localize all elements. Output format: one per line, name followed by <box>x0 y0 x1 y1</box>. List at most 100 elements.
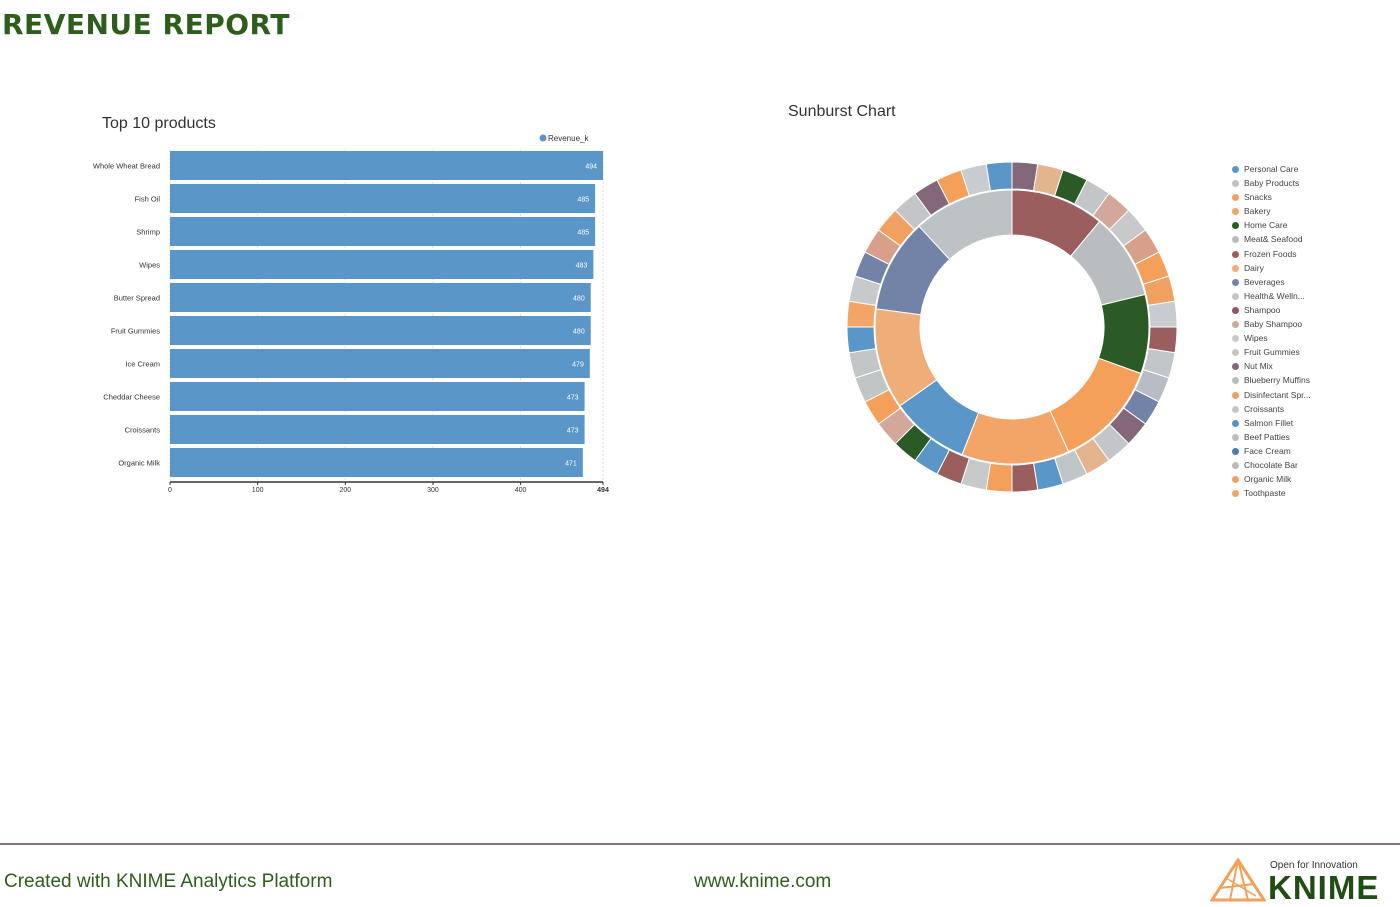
x-tick-label: 300 <box>427 487 439 494</box>
legend-item-label: Bakery <box>1244 206 1271 217</box>
legend-item-label: Wipes <box>1244 333 1268 344</box>
category-label: Cheddar Cheese <box>103 393 160 402</box>
sunburst-legend-item[interactable]: Meat& Seafood <box>1232 232 1311 246</box>
sunburst-legend-item[interactable]: Health& Welln... <box>1232 289 1311 303</box>
sunburst-legend-item[interactable]: Baby Products <box>1232 176 1311 190</box>
sunburst-legend-item[interactable]: Toothpaste <box>1232 486 1311 500</box>
legend-dot-icon <box>1232 278 1239 286</box>
legend-item-label: Baby Products <box>1244 178 1300 189</box>
category-label: Whole Wheat Bread <box>93 162 160 171</box>
legend-dot-icon <box>1232 292 1239 300</box>
legend-item-label: Frozen Foods <box>1244 248 1297 259</box>
legend-dot-icon <box>1232 194 1239 202</box>
legend-item-label: Snacks <box>1244 192 1272 203</box>
sunburst-outer-segment[interactable] <box>846 326 877 354</box>
bar-value-label: 483 <box>576 263 588 270</box>
sunburst-legend-item[interactable]: Wipes <box>1232 331 1311 345</box>
legend-item-label: Meat& Seafood <box>1244 234 1303 245</box>
knime-logo: Open for Innovation KNIME <box>1210 856 1396 906</box>
legend-dot-icon <box>1232 447 1239 455</box>
sunburst-legend-item[interactable]: Blueberry Muffins <box>1232 373 1311 387</box>
bar-cheddar-cheese[interactable] <box>170 382 585 411</box>
sunburst-chart <box>846 161 1178 493</box>
sunburst-legend-item[interactable]: Nut Mix <box>1232 359 1311 373</box>
bar-shrimp[interactable] <box>170 217 596 246</box>
legend-dot-icon <box>1232 306 1239 314</box>
legend-dot-icon <box>1232 490 1239 498</box>
legend-item-label: Toothpaste <box>1244 488 1286 499</box>
bar-value-label: 473 <box>567 428 579 435</box>
sunburst-legend-item[interactable]: Croissants <box>1232 402 1311 416</box>
legend-item-label: Nut Mix <box>1244 361 1273 372</box>
legend-item-label: Beef Patties <box>1244 431 1290 442</box>
sunburst-outer-segment[interactable] <box>1011 462 1039 493</box>
bar-wipes[interactable] <box>170 250 594 279</box>
category-label: Fruit Gummies <box>111 327 160 336</box>
legend-dot-icon <box>1232 236 1239 244</box>
legend-item-label: Shampoo <box>1244 304 1281 315</box>
sunburst-legend-item[interactable]: Beverages <box>1232 275 1311 289</box>
legend-item-label: Chocolate Bar <box>1244 459 1298 470</box>
legend-item-label: Salmon Fillet <box>1244 417 1294 428</box>
sunburst-legend-item[interactable]: Home Care <box>1232 218 1311 232</box>
sunburst-legend: Personal Care Baby Products Snacks Bakery Ho… <box>1232 162 1311 500</box>
sunburst-legend-item[interactable]: Snacks <box>1232 190 1311 204</box>
sunburst-legend-item[interactable]: Bakery <box>1232 204 1311 218</box>
legend-dot-icon <box>1232 222 1239 230</box>
sunburst-legend-item[interactable]: Personal Care <box>1232 162 1311 176</box>
x-tick-label: 200 <box>339 487 351 494</box>
bar-whole-wheat-bread[interactable] <box>170 151 603 180</box>
legend-item-label: Face Cream <box>1244 445 1291 456</box>
legend-item-label: Home Care <box>1244 220 1288 231</box>
x-tick-label: 400 <box>515 487 527 494</box>
category-label: Wipes <box>139 261 160 270</box>
bar-butter-spread[interactable] <box>170 283 591 312</box>
top-products-bar-chart: Whole Wheat Bread 494 Fish Oil 485 Shrimp 485… <box>93 134 609 494</box>
legend-dot-icon <box>1232 433 1239 441</box>
legend-item-label: Baby Shampoo <box>1244 319 1303 330</box>
sunburst-outer-segment[interactable] <box>985 161 1013 192</box>
legend-item-label: Croissants <box>1244 403 1285 414</box>
sunburst-legend-item[interactable]: Salmon Fillet <box>1232 416 1311 430</box>
legend-item-label: Disinfectant Spr... <box>1244 389 1311 400</box>
category-label: Organic Milk <box>118 459 160 468</box>
sunburst-legend-item[interactable]: Shampoo <box>1232 303 1311 317</box>
brand-name: KNIME <box>1268 869 1380 906</box>
legend-dot-icon <box>1232 349 1239 357</box>
footer-website-link[interactable]: www.knime.com <box>694 871 832 892</box>
sunburst-legend-item[interactable]: Chocolate Bar <box>1232 458 1311 472</box>
bar-organic-milk[interactable] <box>170 448 583 477</box>
bar-fish-oil[interactable] <box>170 184 596 213</box>
report-title: REVENUE REPORT <box>2 8 290 41</box>
sunburst-inner-segment[interactable] <box>918 189 1013 261</box>
bar-croissants[interactable] <box>170 415 585 444</box>
bar-ice-cream[interactable] <box>170 349 590 378</box>
bar-value-label: 485 <box>577 197 589 204</box>
sunburst-legend-item[interactable]: Fruit Gummies <box>1232 345 1311 359</box>
sunburst-legend-item[interactable]: Disinfectant Spr... <box>1232 388 1311 402</box>
legend-dot-icon <box>1232 335 1239 343</box>
legend-dot-icon <box>1232 250 1239 258</box>
category-label: Butter Spread <box>114 294 160 303</box>
legend-dot-icon <box>1232 264 1239 272</box>
legend-item-label: Beverages <box>1244 276 1285 287</box>
legend-dot-icon <box>1232 391 1239 399</box>
sunburst-legend-item[interactable]: Baby Shampoo <box>1232 317 1311 331</box>
sunburst-legend-item[interactable]: Frozen Foods <box>1232 247 1311 261</box>
bar-value-label: 479 <box>572 362 584 369</box>
sunburst-legend-item[interactable]: Organic Milk <box>1232 472 1311 486</box>
category-label: Ice Cream <box>125 360 160 369</box>
footer-divider <box>0 843 1400 845</box>
legend-dot-icon <box>1232 208 1239 216</box>
legend-label[interactable]: Revenue_k <box>548 134 589 143</box>
sunburst-inner-segment[interactable] <box>961 410 1070 465</box>
bar-fruit-gummies[interactable] <box>170 316 591 345</box>
sunburst-outer-segment[interactable] <box>1147 300 1178 328</box>
legend-item-label: Fruit Gummies <box>1244 347 1300 358</box>
sunburst-legend-item[interactable]: Dairy <box>1232 261 1311 275</box>
sunburst-legend-item[interactable]: Beef Patties <box>1232 430 1311 444</box>
bar-value-label: 480 <box>573 329 585 336</box>
knime-triangle-icon <box>1210 858 1266 902</box>
bar-value-label: 485 <box>577 230 589 237</box>
sunburst-legend-item[interactable]: Face Cream <box>1232 444 1311 458</box>
